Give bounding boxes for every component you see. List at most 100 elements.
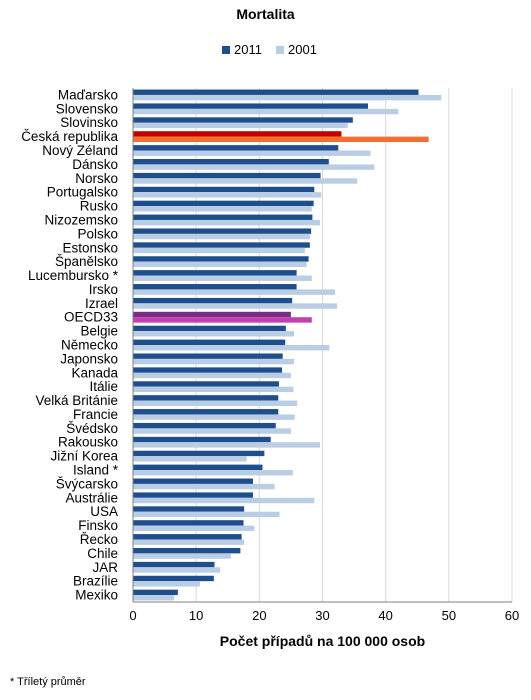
category-label: Kanada	[71, 365, 118, 380]
category-label: Nový Zéland	[42, 143, 118, 158]
category-label: Česká republika	[21, 129, 118, 144]
bar-2011	[133, 339, 286, 345]
bar-2001	[133, 428, 291, 434]
bar-2011	[133, 172, 321, 179]
bar-2011	[133, 242, 310, 248]
bar-2011	[133, 464, 263, 471]
category-label: Lucembursko *	[28, 268, 119, 283]
category-label: USA	[90, 504, 118, 519]
x-axis-title: Počet případů na 100 000 osob	[220, 633, 425, 649]
category-label: Švýcarsko	[56, 476, 118, 491]
bar-2001	[133, 275, 312, 281]
category-label: Francie	[73, 407, 118, 422]
category-label: Rakousko	[58, 435, 118, 450]
category-label: JAR	[92, 560, 118, 575]
bar-2011	[133, 575, 214, 582]
bar-2011	[133, 228, 312, 234]
bar-2011	[133, 103, 368, 109]
bar-2011	[133, 381, 279, 387]
bar-2011	[133, 534, 242, 540]
bar-2011	[133, 395, 279, 401]
bar-2011	[133, 117, 353, 123]
bar-2011	[133, 186, 315, 193]
bar-2001	[133, 470, 293, 476]
bar-2001	[133, 483, 275, 490]
category-label: Řecko	[80, 532, 118, 547]
category-label: Polsko	[77, 226, 118, 241]
bar-2001	[133, 456, 247, 462]
bar-2011	[133, 214, 313, 220]
bar-2011	[133, 436, 271, 443]
bar-2011	[133, 589, 178, 596]
category-label: Itálie	[89, 379, 118, 394]
bar-2001	[133, 289, 336, 295]
bar-2001	[133, 219, 320, 226]
bar-2011	[133, 297, 293, 304]
bar-2001	[133, 414, 295, 420]
bar-2011	[133, 561, 215, 568]
bar-2001	[133, 317, 312, 323]
category-label: Finsko	[78, 518, 118, 533]
category-label: Dánsko	[72, 157, 118, 172]
bar-2001	[133, 539, 245, 545]
bar-2001	[133, 386, 294, 393]
bar-2001	[133, 497, 315, 504]
x-tick-label: 50	[442, 608, 456, 623]
bar-2001	[133, 122, 348, 129]
bar-2001	[133, 233, 310, 240]
bar-2011	[133, 284, 297, 290]
bar-2001	[133, 303, 338, 309]
bar-2011	[133, 450, 265, 457]
category-label: Irsko	[89, 282, 118, 297]
bar-2011	[133, 311, 291, 318]
footnote: * Tříletý průměr	[10, 676, 86, 688]
bar-2001	[133, 345, 330, 351]
category-label: Slovinsko	[60, 115, 118, 130]
category-label: Izrael	[85, 296, 118, 311]
category-label: Chile	[87, 546, 118, 561]
bar-2011	[133, 478, 254, 484]
bar-2001	[133, 136, 429, 143]
bar-2001	[133, 94, 442, 101]
legend-swatch-2011	[222, 46, 230, 54]
legend-swatch-2001	[276, 46, 284, 54]
legend-label-2001: 2001	[288, 42, 317, 57]
category-label: Estonsko	[62, 240, 118, 255]
category-label: Rusko	[80, 199, 118, 214]
bar-2001	[133, 553, 231, 559]
x-tick-label: 0	[129, 608, 136, 623]
bar-2001	[133, 442, 320, 448]
category-label: Mexiko	[75, 588, 118, 603]
category-label: Portugalsko	[47, 185, 118, 200]
bar-2011	[133, 200, 314, 207]
category-label: Švédsko	[66, 421, 118, 436]
bar-2001	[133, 400, 298, 406]
category-label: Španělsko	[55, 254, 118, 269]
bar-2011	[133, 325, 286, 332]
bar-2001	[133, 358, 295, 365]
bar-2011	[133, 422, 276, 429]
bar-2011	[133, 353, 283, 359]
bar-2001	[133, 108, 399, 115]
bar-2001	[133, 525, 255, 531]
bar-2011	[133, 492, 254, 498]
bar-2011	[133, 131, 342, 137]
bar-2001	[133, 150, 371, 156]
bar-2011	[133, 270, 297, 276]
chart-title: Mortalita	[236, 6, 295, 22]
bar-2001	[133, 595, 175, 601]
bar-2001	[133, 178, 358, 184]
category-label: Norsko	[75, 171, 118, 186]
bar-2001	[133, 261, 307, 268]
x-tick-label: 40	[378, 608, 392, 623]
bar-2001	[133, 511, 280, 518]
category-label: Nizozemsko	[44, 212, 118, 227]
bar-2001	[133, 192, 322, 198]
category-label: Německo	[61, 338, 118, 353]
bar-2011	[133, 89, 419, 95]
bar-2011	[133, 409, 279, 415]
category-label: Velká Británie	[35, 393, 118, 408]
bar-2011	[133, 145, 339, 151]
bar-2001	[133, 581, 200, 587]
